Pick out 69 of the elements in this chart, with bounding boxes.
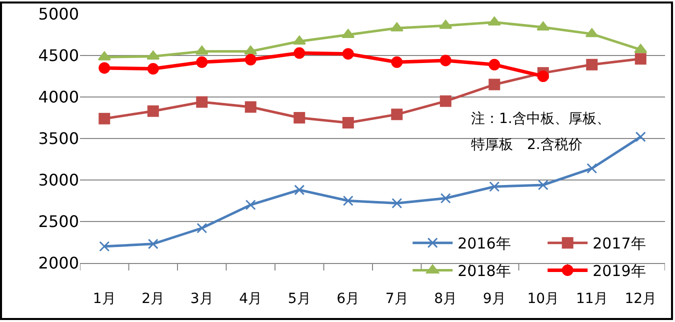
point	[391, 108, 403, 120]
x-tick-label: 8月	[434, 290, 458, 307]
point	[244, 46, 258, 55]
point	[342, 48, 354, 60]
point	[489, 181, 500, 192]
point	[440, 54, 452, 66]
point	[98, 51, 111, 60]
point	[488, 58, 500, 70]
point	[391, 56, 403, 68]
point	[586, 163, 598, 174]
point	[634, 44, 648, 53]
point	[537, 70, 549, 82]
point	[195, 46, 208, 55]
point	[99, 241, 110, 252]
point	[440, 95, 452, 107]
point	[196, 222, 208, 234]
point	[147, 105, 159, 117]
point	[245, 200, 256, 210]
x-tick-label: 1月	[92, 290, 116, 307]
annotation: 注：1.含中板、厚板、	[471, 111, 610, 127]
point	[244, 54, 256, 66]
point	[392, 198, 402, 208]
legend-label: 2017年	[592, 234, 646, 253]
point	[488, 16, 501, 26]
point	[440, 193, 451, 204]
x-tick-label: 11月	[576, 290, 608, 307]
legend-label: 2019年	[592, 262, 646, 280]
y-tick-label: 3000	[38, 170, 79, 190]
point	[586, 58, 598, 70]
y-tick-label: 2000	[38, 254, 79, 273]
point	[196, 56, 208, 68]
point	[98, 112, 110, 124]
point	[294, 47, 306, 59]
point	[294, 184, 305, 196]
annotation: 特厚板 2.含税价	[471, 137, 582, 153]
x-tick-label: 10月	[527, 290, 560, 307]
point	[146, 50, 160, 60]
point	[342, 196, 354, 206]
x-tick-label: 3月	[190, 290, 214, 307]
x-tick-label: 6月	[336, 290, 360, 307]
point	[536, 22, 550, 31]
point	[390, 22, 404, 32]
y-tick-label: 5000	[38, 4, 79, 24]
x-tick-label: 2月	[142, 290, 165, 307]
point	[635, 132, 646, 142]
point	[439, 20, 452, 29]
point	[634, 53, 646, 65]
point	[244, 101, 256, 113]
point	[148, 238, 158, 250]
y-tick-label: 3500	[38, 129, 79, 148]
y-tick-label: 4000	[38, 88, 79, 107]
y-tick-label: 4500	[38, 46, 79, 66]
point	[147, 63, 159, 75]
point	[342, 116, 354, 128]
x-tick-label: 4月	[239, 290, 262, 307]
y-tick-label: 2500	[38, 212, 79, 232]
legend-label: 2016年	[458, 234, 511, 253]
x-tick-label: 9月	[482, 290, 506, 307]
x-tick-label: 12月	[624, 290, 657, 307]
point	[488, 78, 500, 90]
point	[294, 112, 306, 124]
x-tick-label: 7月	[385, 290, 408, 307]
x-tick-label: 5月	[288, 290, 311, 307]
point	[585, 28, 598, 38]
point	[196, 96, 208, 108]
legend-label: 2018年	[458, 262, 511, 280]
point	[292, 36, 306, 45]
point	[538, 180, 548, 190]
point	[98, 62, 110, 74]
